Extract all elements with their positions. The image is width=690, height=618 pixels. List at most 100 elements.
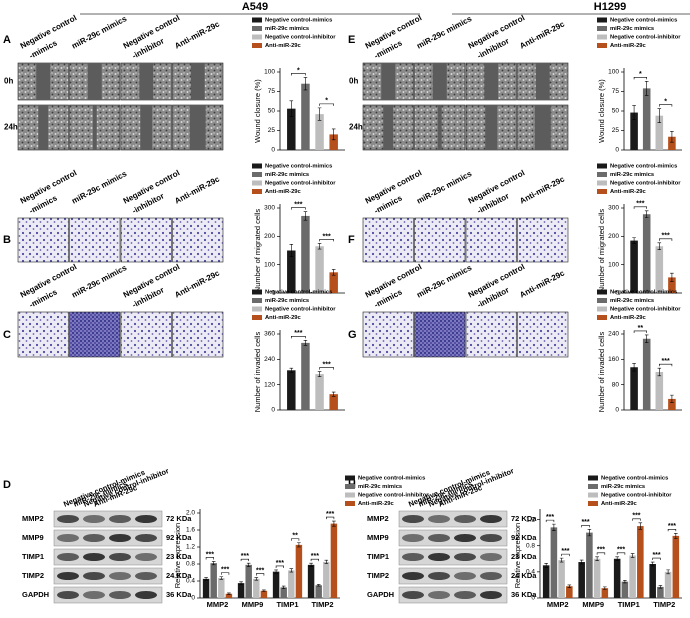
- category-label: TIMP1: [618, 600, 640, 609]
- error-bar: [632, 105, 636, 120]
- error-bar: [650, 561, 655, 567]
- bar: [307, 564, 315, 598]
- size-label: 92 KDa: [511, 533, 537, 542]
- panel-letter: G: [348, 329, 357, 341]
- bar: [329, 134, 338, 150]
- error-bar: [316, 584, 321, 587]
- error-bar: [666, 569, 670, 575]
- column-label: miR-29c mimics: [70, 169, 128, 206]
- transwell-image: [414, 311, 466, 358]
- significance-bracket: [240, 558, 249, 562]
- error-bar: [638, 522, 643, 530]
- legend-swatch: [597, 163, 607, 169]
- wound-gap: [485, 105, 498, 150]
- blot-band: [135, 553, 157, 561]
- y-axis-label: Number of migrated cells: [253, 209, 262, 293]
- blot-strip: [398, 586, 508, 604]
- blot-strip: [398, 567, 508, 585]
- error-bar: [289, 367, 294, 373]
- error-bar: [274, 569, 278, 574]
- legend-swatch: [597, 172, 607, 177]
- bar: [642, 214, 651, 293]
- error-bar: [303, 211, 308, 221]
- blot-band: [454, 572, 476, 580]
- y-tick-label: 50: [268, 108, 276, 115]
- significance-label: *: [664, 99, 667, 106]
- legend-label: miR-29c mimics: [610, 26, 654, 32]
- significance-label: ***: [326, 511, 334, 518]
- significance-bracket: [659, 363, 673, 367]
- error-bar: [219, 576, 224, 580]
- significance-label: ***: [546, 514, 554, 521]
- transwell-image: [465, 311, 517, 358]
- column-label: Anti-miR-29c: [518, 174, 566, 205]
- y-tick-label: 0: [271, 407, 275, 414]
- legend-swatch: [588, 484, 598, 489]
- bar: [288, 570, 295, 598]
- y-tick-label: 0: [531, 595, 535, 602]
- wound-gap: [36, 63, 51, 100]
- legend-label: Negative control-inhibitor: [265, 181, 336, 187]
- error-bar: [281, 585, 286, 589]
- legend-label: Negative control-mimics: [610, 290, 677, 296]
- error-bar: [262, 589, 266, 592]
- legend-label: miR-29c mimics: [358, 484, 402, 490]
- legend-swatch: [588, 501, 598, 506]
- legend-label: Negative control-mimics: [610, 18, 677, 24]
- error-bar: [332, 520, 336, 527]
- y-tick-label: 360: [264, 331, 275, 338]
- transwell-image: [69, 217, 121, 263]
- bar: [301, 215, 310, 293]
- y-tick-label: 0.4: [526, 569, 535, 576]
- legend-label: Negative control-inhibitor: [265, 307, 336, 313]
- y-axis-label: Relative expression: [513, 523, 522, 588]
- bar: [542, 565, 550, 598]
- blot-strip: [53, 586, 163, 604]
- legend-label: Negative control-mimics: [610, 164, 677, 170]
- legend-label: miR-29c mimics: [265, 298, 309, 304]
- bar: [601, 588, 609, 598]
- significance-bracket: [291, 538, 300, 541]
- wound-gap: [38, 105, 49, 150]
- legend-label: miR-29c mimics: [601, 484, 645, 490]
- blot-band: [135, 534, 157, 542]
- significance-bracket: [633, 206, 647, 209]
- y-tick-label: 100: [264, 261, 275, 268]
- legend-label: miR-29c mimics: [610, 172, 654, 178]
- error-bar: [289, 568, 294, 573]
- significance-bracket: [561, 553, 570, 557]
- size-label: 72 KDa: [511, 514, 537, 523]
- blot-band: [428, 572, 450, 580]
- significance-label: *: [325, 98, 328, 105]
- cell-line-title: A549: [242, 1, 268, 13]
- legend-label: miR-29c mimics: [610, 298, 654, 304]
- legend-swatch: [252, 172, 262, 177]
- bar: [630, 112, 638, 150]
- significance-label: ***: [597, 547, 605, 554]
- y-tick-label: 75: [268, 88, 276, 95]
- bar: [655, 372, 664, 410]
- significance-label: ***: [256, 567, 264, 574]
- transwell-image: [120, 311, 172, 358]
- blot-band: [402, 515, 424, 523]
- protein-label: TIMP1: [22, 552, 44, 561]
- bar: [621, 581, 629, 598]
- blot-band: [83, 591, 105, 599]
- legend-label: Anti-miR-29c: [265, 43, 302, 49]
- blot-band: [480, 515, 502, 523]
- row-label: 0h: [349, 77, 358, 86]
- significance-bracket: [291, 73, 306, 76]
- wound-gap: [534, 105, 551, 150]
- error-bar: [303, 77, 308, 91]
- legend-label: Anti-miR-29c: [610, 43, 647, 49]
- error-bar: [317, 371, 322, 377]
- transwell-image: [172, 311, 224, 358]
- error-bar: [644, 210, 649, 218]
- error-bar: [670, 394, 674, 404]
- legend-swatch: [252, 180, 262, 186]
- y-tick-label: 0: [615, 147, 619, 154]
- significance-bracket: [326, 516, 335, 520]
- panel-letter: E: [348, 34, 355, 46]
- category-label: MMP2: [207, 600, 229, 609]
